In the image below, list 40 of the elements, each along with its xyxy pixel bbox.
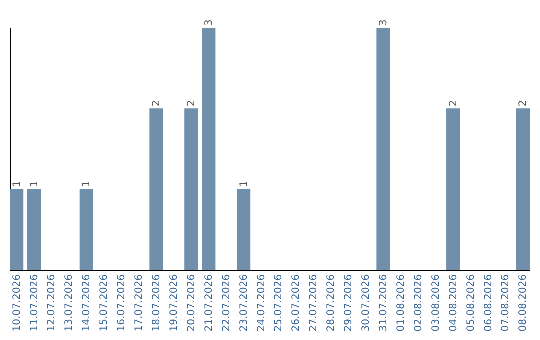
x-tick-label: 27.07.2026 <box>308 274 320 332</box>
x-tick-label: 21.07.2026 <box>204 274 215 332</box>
x-tick-label: 19.07.2026 <box>168 274 180 332</box>
x-tick-label: 31.07.2026 <box>378 274 390 332</box>
x-tick-label: 13.07.2026 <box>64 274 76 332</box>
x-tick-label: 14.07.2026 <box>82 274 93 332</box>
x-tick-label: 05.08.2026 <box>466 274 477 332</box>
x-tick-label: 02.08.2026 <box>413 274 424 332</box>
data-label: 3 <box>378 20 390 26</box>
data-label: 1 <box>82 180 93 188</box>
x-tick-label: 25.07.2026 <box>274 274 285 332</box>
data-label: 1 <box>29 180 40 188</box>
x-tick-label: 18.07.2026 <box>152 274 162 332</box>
x-tick-label: 30.07.2026 <box>361 274 372 332</box>
x-tick-label: 29.07.2026 <box>344 274 355 332</box>
x-tick-label: 07.08.2026 <box>500 274 512 332</box>
x-tick-label: 12.07.2026 <box>46 274 58 332</box>
x-tick-label: 28.07.2026 <box>326 274 338 332</box>
x-tick-label: 16.07.2026 <box>116 274 128 332</box>
x-tick-label: 26.07.2026 <box>291 274 302 332</box>
x-tick-label: 15.07.2026 <box>99 274 110 332</box>
x-tick-label: 04.08.2026 <box>448 274 460 332</box>
x-tick-label: 08.08.2026 <box>518 274 530 332</box>
data-label: 1 <box>12 180 23 188</box>
data-label: 2 <box>518 100 530 107</box>
data-label: 1 <box>238 180 250 188</box>
x-tick-label: 01.08.2026 <box>396 274 407 332</box>
x-tick-label: 11.07.2026 <box>29 274 40 332</box>
x-tick-label: 06.08.2026 <box>483 274 494 332</box>
x-tick-label: 10.07.2026 <box>12 274 23 332</box>
x-tick-label: 23.07.2026 <box>238 274 250 332</box>
x-tick-label: 22.07.2026 <box>221 274 232 332</box>
x-tick-label: 17.07.2026 <box>134 274 146 332</box>
data-label: 2 <box>448 100 460 107</box>
data-label: 2 <box>186 100 198 107</box>
data-label: 2 <box>152 100 162 107</box>
data-label: 3 <box>204 20 215 26</box>
x-tick-label: 20.07.2026 <box>186 274 198 332</box>
x-tick-label: 24.07.2026 <box>256 274 268 332</box>
x-tick-label: 03.08.2026 <box>430 274 442 332</box>
